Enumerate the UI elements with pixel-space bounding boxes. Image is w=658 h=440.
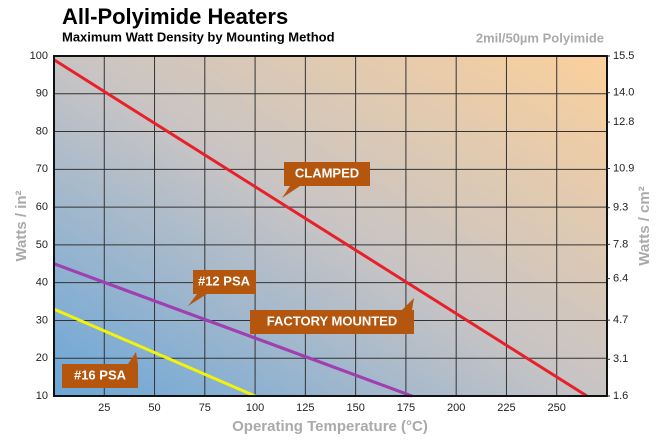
label-text: #16 PSA	[74, 367, 127, 382]
series-line	[53, 262, 413, 398]
series-label: #12 PSA	[188, 270, 256, 306]
y-tick-label: 100	[30, 50, 48, 62]
y-tick-label: 10	[36, 390, 48, 402]
series-line	[53, 58, 588, 398]
y2-tick-label: 4.7	[613, 314, 628, 326]
series-label: #16 PSA	[62, 352, 138, 388]
y-tick-label: 60	[36, 201, 48, 213]
label-text: #12 PSA	[198, 273, 251, 288]
series-label: CLAMPED	[282, 162, 370, 198]
y-tick-label: 40	[36, 277, 48, 289]
y2-tick-label: 3.1	[613, 353, 628, 365]
y2-tick-label: 12.8	[613, 116, 634, 128]
y2-tick-label: 14.0	[613, 87, 634, 99]
y2-axis-label: Watts / cm²	[636, 186, 653, 265]
x-tick-label: 50	[148, 402, 160, 414]
series-line	[53, 307, 256, 398]
y2-tick-label: 9.3	[613, 202, 628, 214]
y-tick-label: 70	[36, 163, 48, 175]
x-tick-label: 150	[346, 402, 364, 414]
label-text: FACTORY MOUNTED	[267, 313, 398, 328]
y-tick-label: 20	[36, 352, 48, 364]
label-text: CLAMPED	[295, 165, 359, 180]
x-tick-label: 25	[98, 402, 110, 414]
x-tick-label: 175	[397, 402, 415, 414]
y2-tick-label: 1.6	[613, 390, 628, 402]
plot-area	[54, 56, 607, 396]
y2-tick-label: 7.8	[613, 238, 628, 250]
x-tick-label: 200	[447, 402, 465, 414]
y2-tick-label: 15.5	[613, 50, 634, 62]
y-tick-label: 50	[36, 239, 48, 251]
y-tick-label: 30	[36, 314, 48, 326]
x-tick-label: 100	[246, 402, 264, 414]
y-tick-label: 90	[36, 88, 48, 100]
x-axis-label: Operating Temperature (°C)	[232, 418, 428, 435]
y-axis-label: Watts / in²	[13, 190, 30, 261]
chart-title: All-Polyimide Heaters	[62, 4, 288, 29]
plot-border	[53, 55, 608, 397]
x-tick-label: 125	[296, 402, 314, 414]
y2-tick-label: 6.4	[613, 272, 628, 284]
annotation: 2mil/50µm Polyimide	[476, 30, 604, 45]
subtitle: Maximum Watt Density by Mounting Method	[62, 29, 335, 44]
x-tick-label: 225	[497, 402, 515, 414]
series-label: FACTORY MOUNTED	[250, 298, 414, 334]
x-tick-label: 75	[199, 402, 211, 414]
y2-tick-label: 10.9	[613, 162, 634, 174]
x-tick-label: 250	[548, 402, 566, 414]
y-tick-label: 80	[36, 125, 48, 137]
